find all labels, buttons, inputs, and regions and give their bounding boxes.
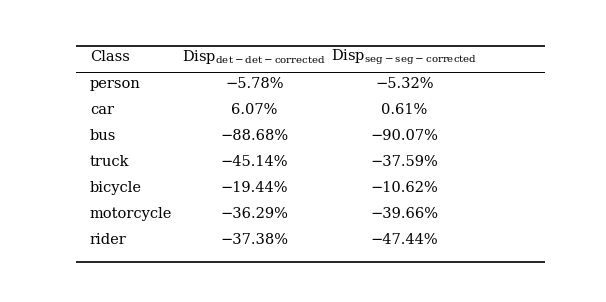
Text: −5.32%: −5.32% xyxy=(375,77,434,91)
Text: −37.38%: −37.38% xyxy=(220,233,288,247)
Text: −90.07%: −90.07% xyxy=(370,129,439,143)
Text: motorcycle: motorcycle xyxy=(90,207,172,221)
Text: −37.59%: −37.59% xyxy=(371,155,438,169)
Text: −88.68%: −88.68% xyxy=(220,129,288,143)
Text: −39.66%: −39.66% xyxy=(370,207,439,221)
Text: bicycle: bicycle xyxy=(90,181,142,195)
Text: −47.44%: −47.44% xyxy=(371,233,438,247)
Text: −36.29%: −36.29% xyxy=(220,207,288,221)
Text: car: car xyxy=(90,103,114,117)
Text: bus: bus xyxy=(90,129,116,143)
Text: 6.07%: 6.07% xyxy=(231,103,278,117)
Text: −45.14%: −45.14% xyxy=(221,155,288,169)
Text: −19.44%: −19.44% xyxy=(221,181,288,195)
Text: Disp$_\mathregular{det-det-corrected}$: Disp$_\mathregular{det-det-corrected}$ xyxy=(182,48,326,66)
Text: −5.78%: −5.78% xyxy=(225,77,284,91)
Text: truck: truck xyxy=(90,155,129,169)
Text: −10.62%: −10.62% xyxy=(371,181,438,195)
Text: rider: rider xyxy=(90,233,127,247)
Text: 0.61%: 0.61% xyxy=(381,103,428,117)
Text: Disp$_\mathregular{seg-seg-corrected}$: Disp$_\mathregular{seg-seg-corrected}$ xyxy=(331,47,478,67)
Text: Class: Class xyxy=(90,50,130,64)
Text: person: person xyxy=(90,77,141,91)
